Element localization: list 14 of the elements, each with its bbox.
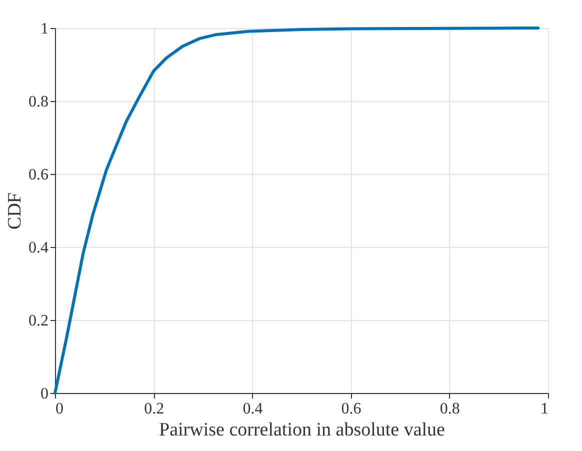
x-tick-label: 0.8: [440, 400, 460, 418]
x-tick-label: 1: [540, 400, 548, 418]
y-tick-label: 0.2: [28, 312, 48, 330]
x-axis-title: Pairwise correlation in absolute value: [159, 420, 445, 440]
y-tick-label: 0: [40, 386, 48, 402]
x-tick-label: 0.4: [242, 400, 263, 418]
y-axis-title: CDF: [4, 192, 26, 230]
x-tick-label: 0.6: [341, 400, 362, 418]
x-tick-label: 0.2: [144, 400, 164, 418]
y-tick-label: 1: [40, 20, 48, 38]
y-tick-label: 0.6: [28, 166, 48, 184]
y-tick-label: 0.4: [28, 240, 48, 256]
y-tick-label: 0.8: [28, 94, 48, 110]
x-tick-label: 0: [56, 400, 64, 418]
